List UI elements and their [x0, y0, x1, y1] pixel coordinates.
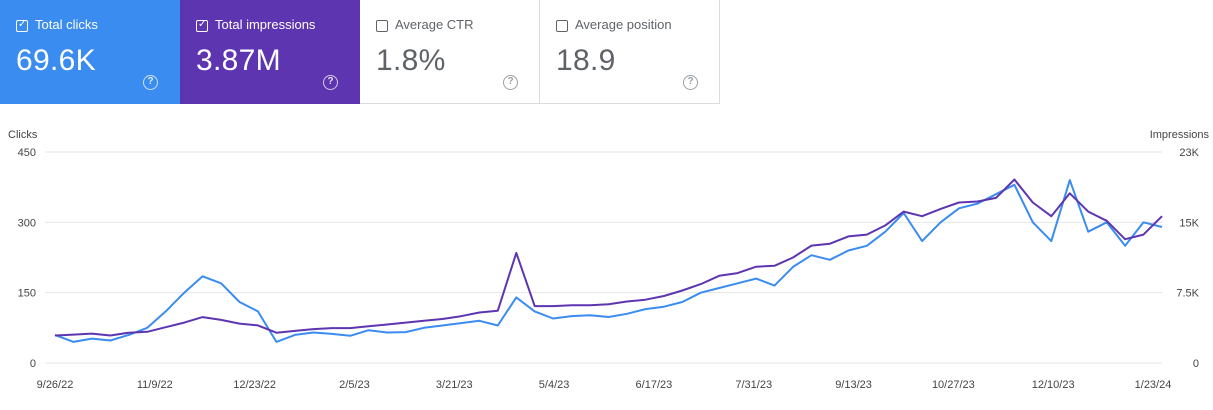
performance-chart: Clicks Impressions 0 0 150 7.5K 300 15K 450 23K… [8, 129, 1210, 391]
x-tick-label: 1/23/24 [1135, 379, 1172, 391]
checkbox-icon[interactable]: ✓ [196, 19, 208, 32]
right-tick-label: 0 [1193, 358, 1199, 370]
x-tick-label: 12/23/22 [233, 379, 276, 391]
help-icon[interactable]: ? [143, 75, 158, 90]
checkbox-icon[interactable]: ✓ [16, 19, 28, 32]
right-axis-label: Impressions [1150, 129, 1210, 141]
card-value: 1.8% [376, 44, 446, 77]
x-tick-label: 5/4/23 [539, 379, 570, 391]
left-tick-label: 300 [18, 217, 36, 229]
help-icon[interactable]: ? [683, 75, 698, 90]
help-icon[interactable]: ? [503, 75, 518, 90]
help-icon[interactable]: ? [323, 75, 338, 90]
x-tick-label: 10/27/23 [932, 379, 975, 391]
card-average-ctr[interactable]: Average CTR 1.8% ? [360, 0, 540, 104]
left-axis-label: Clicks [8, 129, 38, 141]
card-label: Total clicks [35, 17, 98, 32]
left-tick-label: 450 [18, 147, 36, 159]
x-tick-label: 9/26/22 [37, 379, 74, 391]
card-label: Average CTR [395, 17, 474, 32]
checkbox-icon[interactable] [556, 20, 568, 32]
card-label: Average position [575, 17, 672, 32]
x-tick-label: 7/31/23 [735, 379, 772, 391]
x-tick-label: 2/5/23 [339, 379, 370, 391]
x-tick-label: 3/21/23 [436, 379, 473, 391]
series-line-impressions [54, 178, 1163, 337]
card-value: 18.9 [556, 44, 616, 77]
right-tick-label: 7.5K [1176, 288, 1199, 300]
card-label: Total impressions [215, 17, 316, 32]
card-total-impressions[interactable]: ✓ Total impressions 3.87M ? [180, 0, 360, 104]
x-tick-label: 12/10/23 [1032, 379, 1075, 391]
card-value: 3.87M [196, 44, 281, 77]
metric-cards: ✓ Total clicks 69.6K ? ✓ Total impressio… [0, 0, 720, 104]
x-tick-label: 11/9/22 [137, 379, 173, 391]
checkbox-icon[interactable] [376, 20, 388, 32]
x-tick-label: 6/17/23 [636, 379, 673, 391]
right-tick-label: 15K [1179, 217, 1199, 229]
card-average-position[interactable]: Average position 18.9 ? [540, 0, 720, 104]
right-tick-label: 23K [1179, 147, 1199, 159]
card-total-clicks[interactable]: ✓ Total clicks 69.6K ? [0, 0, 180, 104]
left-tick-label: 0 [30, 358, 36, 370]
left-tick-label: 150 [18, 288, 36, 300]
card-value: 69.6K [16, 44, 96, 77]
x-tick-label: 9/13/23 [835, 379, 872, 391]
series-line-clicks [54, 179, 1163, 343]
